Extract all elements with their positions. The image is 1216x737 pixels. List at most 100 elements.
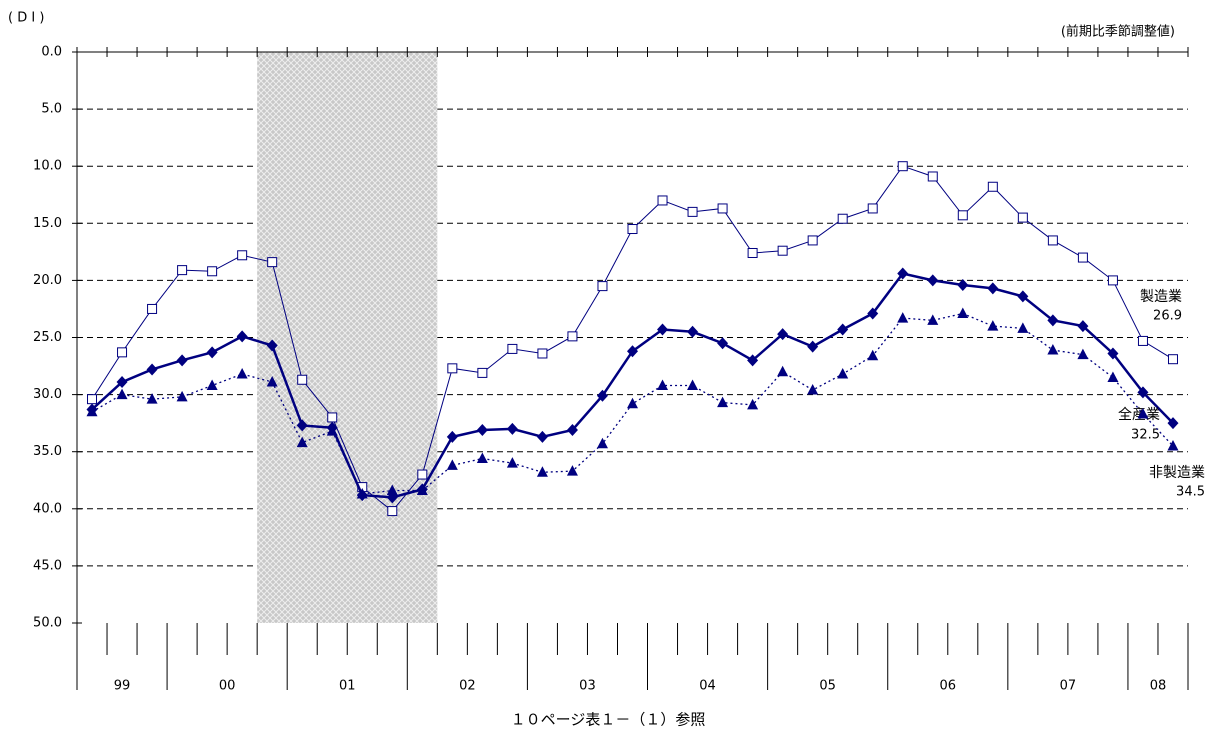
marker [297, 374, 308, 385]
marker [897, 267, 909, 280]
marker [987, 320, 999, 331]
year-label: 00 [219, 679, 236, 694]
marker [236, 368, 248, 379]
marker [717, 337, 729, 350]
y-tick-label: 45.0 [33, 558, 62, 573]
year-label: 06 [940, 679, 957, 694]
end-value-label: 32.5 [1131, 428, 1160, 443]
marker [596, 437, 608, 449]
marker [987, 282, 999, 295]
marker [927, 171, 938, 182]
marker [1107, 275, 1118, 286]
y-tick-label: 20.0 [33, 273, 62, 288]
y-tick-label: 30.0 [33, 387, 62, 402]
marker [206, 346, 218, 359]
year-label: 02 [459, 679, 476, 694]
series-line [91, 165, 1174, 512]
marker [1077, 252, 1088, 263]
marker [1017, 322, 1029, 333]
marker [1167, 417, 1179, 430]
marker [416, 484, 428, 496]
marker [777, 328, 789, 341]
year-label: 04 [699, 679, 716, 694]
y-axis-label: ( D I ) [8, 11, 44, 26]
marker [387, 506, 398, 517]
y-tick-label: 0.0 [41, 45, 62, 60]
marker [116, 376, 128, 389]
marker [1137, 386, 1149, 399]
note: (前期比季節調整値) [1061, 24, 1175, 40]
marker [326, 425, 338, 436]
marker [206, 379, 218, 390]
marker [566, 424, 578, 437]
marker [687, 379, 699, 390]
marker [927, 314, 939, 325]
marker [417, 469, 428, 480]
marker [116, 388, 128, 400]
marker [807, 235, 818, 246]
marker [1167, 354, 1178, 365]
marker [1047, 235, 1058, 246]
marker [717, 203, 728, 214]
marker [86, 405, 98, 417]
marker [897, 161, 908, 172]
marker [176, 354, 188, 367]
marker [506, 457, 518, 468]
marker [837, 368, 849, 379]
marker [446, 459, 458, 470]
year-label: 03 [579, 679, 596, 694]
marker [807, 340, 819, 353]
marker [1077, 320, 1089, 333]
y-tick-label: 40.0 [33, 501, 62, 516]
marker [867, 203, 878, 214]
marker [1017, 290, 1029, 303]
marker [596, 389, 608, 402]
marker [147, 303, 158, 314]
marker [386, 484, 398, 496]
marker [1047, 344, 1059, 355]
marker [296, 436, 308, 448]
marker [296, 419, 308, 432]
marker [236, 330, 248, 343]
y-tick-label: 10.0 [33, 159, 62, 174]
marker [1047, 314, 1059, 327]
marker [687, 325, 699, 338]
marker [867, 349, 879, 361]
marker [476, 452, 488, 464]
marker [506, 422, 518, 435]
marker [837, 213, 848, 224]
series-line [91, 272, 1174, 499]
year-label: 05 [819, 679, 836, 694]
y-tick-label: 25.0 [33, 330, 62, 345]
marker [657, 379, 669, 390]
series-name: 製造業 [1140, 289, 1182, 305]
marker [267, 257, 278, 268]
y-tick-label: 35.0 [33, 444, 62, 459]
series-name: 非製造業 [1149, 465, 1205, 481]
marker [566, 465, 578, 476]
marker [266, 339, 278, 352]
year-label: 01 [339, 679, 356, 694]
y-tick-label: 50.0 [33, 616, 62, 631]
marker [957, 210, 968, 221]
end-value-label: 26.9 [1153, 309, 1182, 324]
marker [717, 396, 729, 408]
marker [627, 224, 638, 235]
marker [207, 266, 218, 277]
marker [356, 487, 368, 499]
marker [867, 307, 879, 320]
marker [987, 181, 998, 192]
marker [627, 397, 638, 409]
marker [957, 278, 969, 291]
marker [657, 195, 668, 206]
footer: １０ページ表１－（１）参照 [511, 711, 706, 729]
marker [476, 424, 488, 437]
marker [747, 247, 758, 258]
marker [777, 245, 788, 256]
marker [146, 363, 158, 376]
marker [1137, 335, 1148, 346]
marker [807, 384, 819, 395]
marker [446, 430, 458, 443]
marker [1077, 348, 1089, 360]
marker [477, 367, 488, 378]
